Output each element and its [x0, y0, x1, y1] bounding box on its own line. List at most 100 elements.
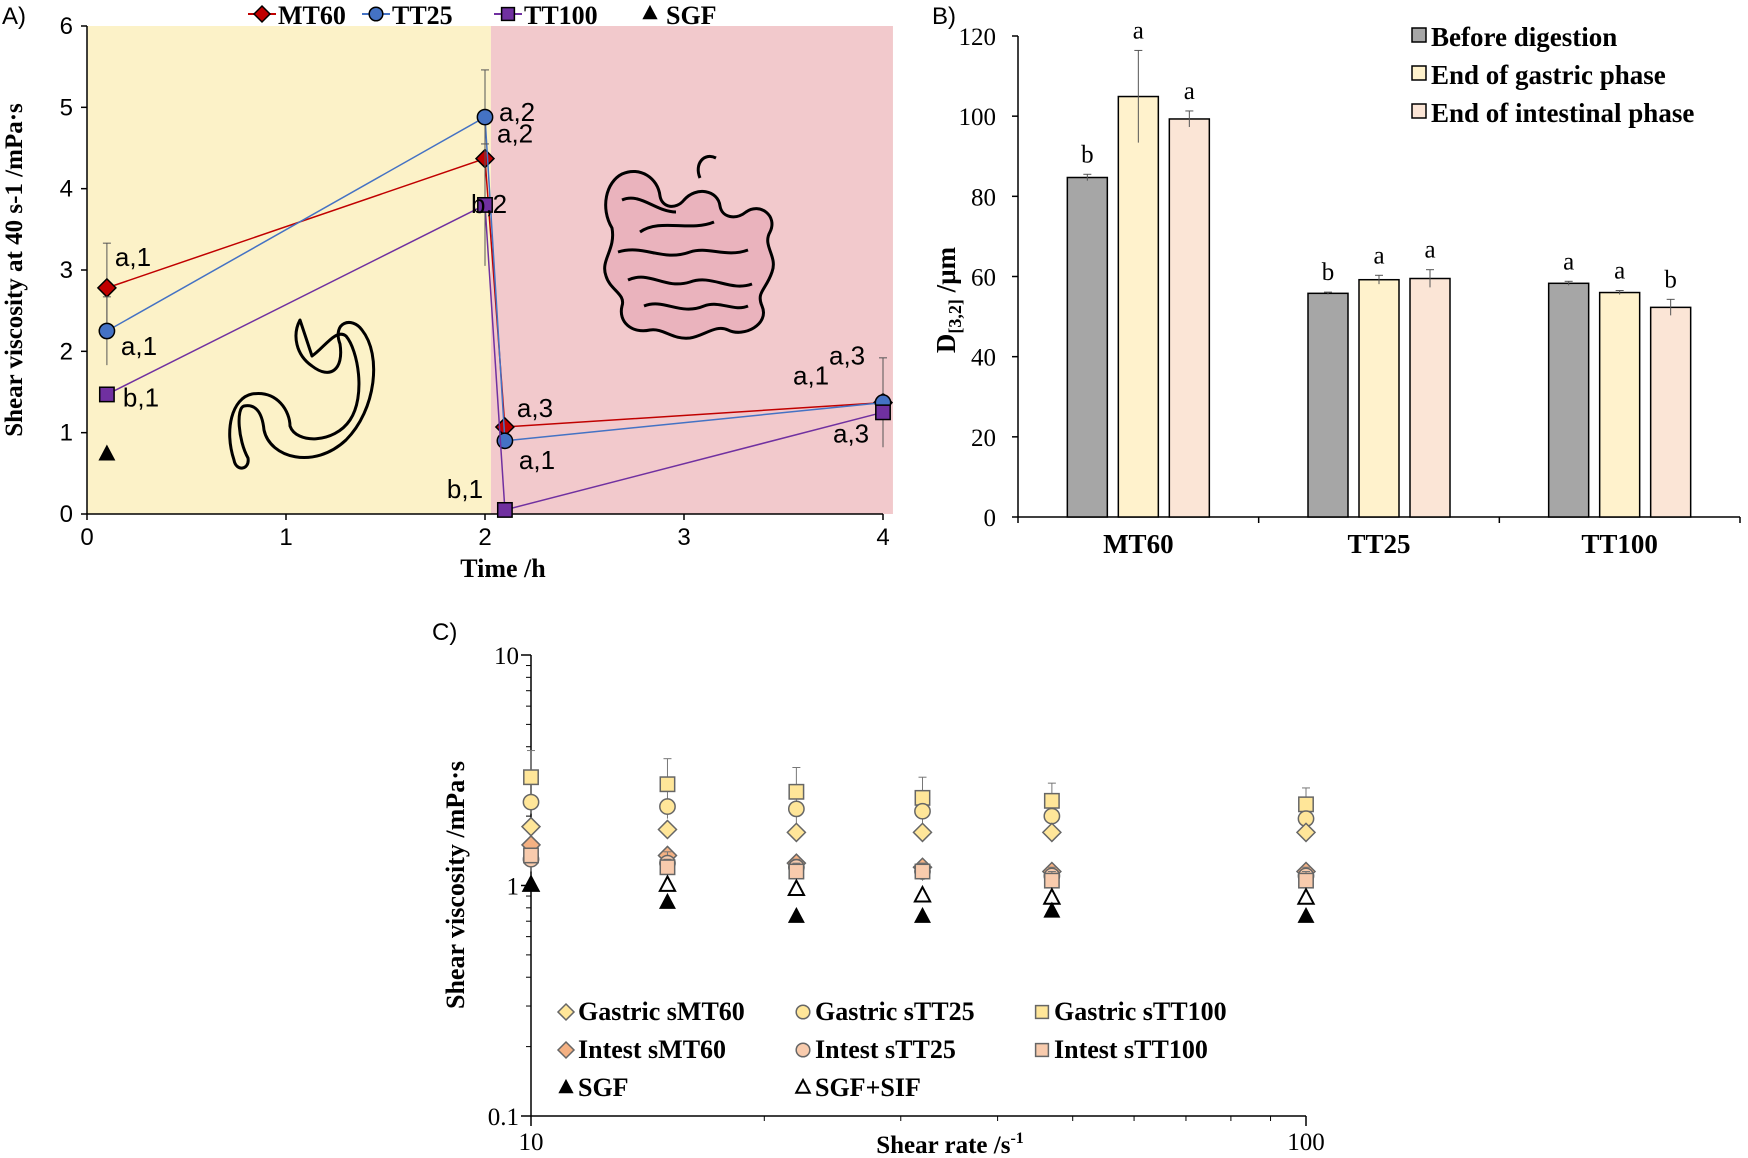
- y-tick-label: 120: [959, 24, 997, 51]
- legend-label: Before digestion: [1431, 22, 1617, 52]
- point-Gastric sTT25: [659, 798, 676, 815]
- point-SGF: [1043, 901, 1061, 918]
- point-Gastric sMT60: [786, 822, 807, 843]
- point-Gastric sTT25: [1043, 807, 1061, 825]
- significance-letter: b: [1664, 266, 1677, 293]
- data-label: a,2: [497, 119, 533, 149]
- panel-b-legend: Before digestion End of gastric phase End …: [1411, 22, 1694, 128]
- legend-swatch: [1411, 103, 1427, 119]
- significance-letter: a: [1424, 237, 1435, 264]
- point-Intest sTT100: [1298, 872, 1314, 889]
- point-TT100: [875, 404, 891, 421]
- data-label: b,1: [123, 382, 159, 412]
- series-TT25: a,1a,2a,1a,3: [98, 69, 892, 475]
- panel-a-legend: MT60 TT25 TT100 SGF: [248, 1, 717, 30]
- x-tick-label: 3: [677, 524, 690, 551]
- legend-label: MT60: [278, 1, 346, 30]
- bar-Before digestion: [1547, 282, 1590, 518]
- legend-marker: [500, 6, 516, 22]
- y-tick-label: 100: [959, 104, 997, 131]
- legend-label: Intest sTT100: [1054, 1035, 1208, 1064]
- legend-label: SGF: [578, 1073, 629, 1102]
- y-axis-title: Shear viscosity at 40 s-1 /mPa·s: [1, 103, 28, 437]
- bar-End of gastric phase: [1117, 95, 1160, 518]
- significance-letter: a: [1373, 242, 1384, 269]
- x-title-main: Shear rate /s: [876, 1132, 1011, 1158]
- point-SGF: [1297, 906, 1315, 923]
- point-Intest sTT100: [523, 847, 539, 864]
- point-SGF: [914, 906, 931, 923]
- data-label: a,3: [517, 393, 553, 423]
- bar-End of intestinal phase: [1168, 118, 1211, 518]
- point-Gastric sMT60: [520, 816, 542, 837]
- point-Gastric sTT25: [522, 793, 540, 811]
- point-TT100: [496, 501, 513, 518]
- point-Intest sTT100: [659, 859, 676, 876]
- legend-label: Intest sTT25: [815, 1035, 956, 1064]
- x-tick-label: 100: [1287, 1129, 1325, 1156]
- y-tick-label: 80: [971, 184, 996, 211]
- point-SGF: [787, 906, 805, 923]
- point-Intest sTT100: [1043, 872, 1060, 889]
- legend-label: SGF: [666, 1, 717, 30]
- series-Gastric sTT25: [522, 793, 1315, 828]
- significance-letter: a: [1184, 78, 1195, 105]
- x-tick-label: TT25: [1347, 529, 1410, 559]
- y-tick-label: 1: [507, 874, 520, 901]
- y-axis-title: Shear viscosity /mPa·s: [441, 761, 470, 1009]
- y-tick-label: 60: [971, 265, 996, 292]
- bar-Before digestion: [1307, 292, 1349, 518]
- point-Gastric sTT100: [788, 783, 805, 800]
- legend-marker: [556, 1040, 576, 1060]
- point-TT100: [98, 386, 115, 403]
- legend-swatch: [1411, 27, 1427, 43]
- data-label: a,2: [499, 97, 535, 127]
- series-Gastric sMT60: [520, 816, 1317, 843]
- significance-letter: b: [1322, 259, 1335, 286]
- point-SGF+SIF: [1042, 887, 1062, 905]
- legend-label: Intest sMT60: [578, 1035, 726, 1064]
- point-Gastric sMT60: [1041, 822, 1062, 843]
- legend-label: Gastric sTT25: [815, 997, 975, 1026]
- x-axis-title: Shear rate /s-1: [876, 1130, 1024, 1158]
- point-SGF: [98, 444, 116, 461]
- x-tick-label: 0: [80, 524, 93, 551]
- x-tick-label: 2: [478, 524, 491, 551]
- legend-marker: [1034, 1042, 1050, 1058]
- data-label: b,1: [447, 474, 483, 504]
- legend-label: SGF+SIF: [815, 1073, 921, 1102]
- series-SGF: [98, 444, 116, 461]
- legend-marker: [794, 1077, 812, 1094]
- series-line-TT100: [106, 203, 884, 511]
- legend-label: Gastric sMT60: [578, 997, 745, 1026]
- panel-a-label: A): [2, 3, 26, 30]
- data-label: a,1: [121, 331, 157, 361]
- point-Gastric sTT100: [1298, 796, 1314, 813]
- significance-letter: b: [1081, 141, 1094, 168]
- legend-label: TT25: [392, 1, 453, 30]
- point-SGF+SIF: [913, 884, 932, 903]
- y-tick-label: 1: [60, 420, 73, 447]
- legend-marker: [795, 1042, 811, 1058]
- legend-marker: [368, 6, 384, 22]
- x-tick-label: 10: [519, 1129, 544, 1156]
- legend-marker: [642, 4, 658, 20]
- legend-label: TT100: [524, 1, 598, 30]
- y-tick-label: 10: [494, 643, 519, 670]
- point-Gastric sTT25: [914, 802, 931, 820]
- series-TT100: b,1 b,2 b,1 a,3: [98, 143, 891, 518]
- point-SGF+SIF: [658, 874, 677, 892]
- point-Gastric sMT60: [912, 822, 933, 843]
- point-SGF+SIF: [787, 878, 806, 896]
- point-Intest sTT100: [914, 863, 931, 880]
- stomach-icon: [228, 318, 376, 470]
- y-title-main: D: [931, 334, 961, 354]
- legend-marker: [558, 1078, 574, 1094]
- y-tick-label: 20: [971, 425, 996, 452]
- point-TT25: [476, 108, 494, 126]
- legend-label: End of gastric phase: [1431, 60, 1666, 90]
- point-SGF: [658, 892, 676, 909]
- significance-letter: a: [1563, 248, 1574, 275]
- y-tick-label: 0.1: [488, 1104, 519, 1131]
- series-Intest sTT100: [523, 847, 1314, 891]
